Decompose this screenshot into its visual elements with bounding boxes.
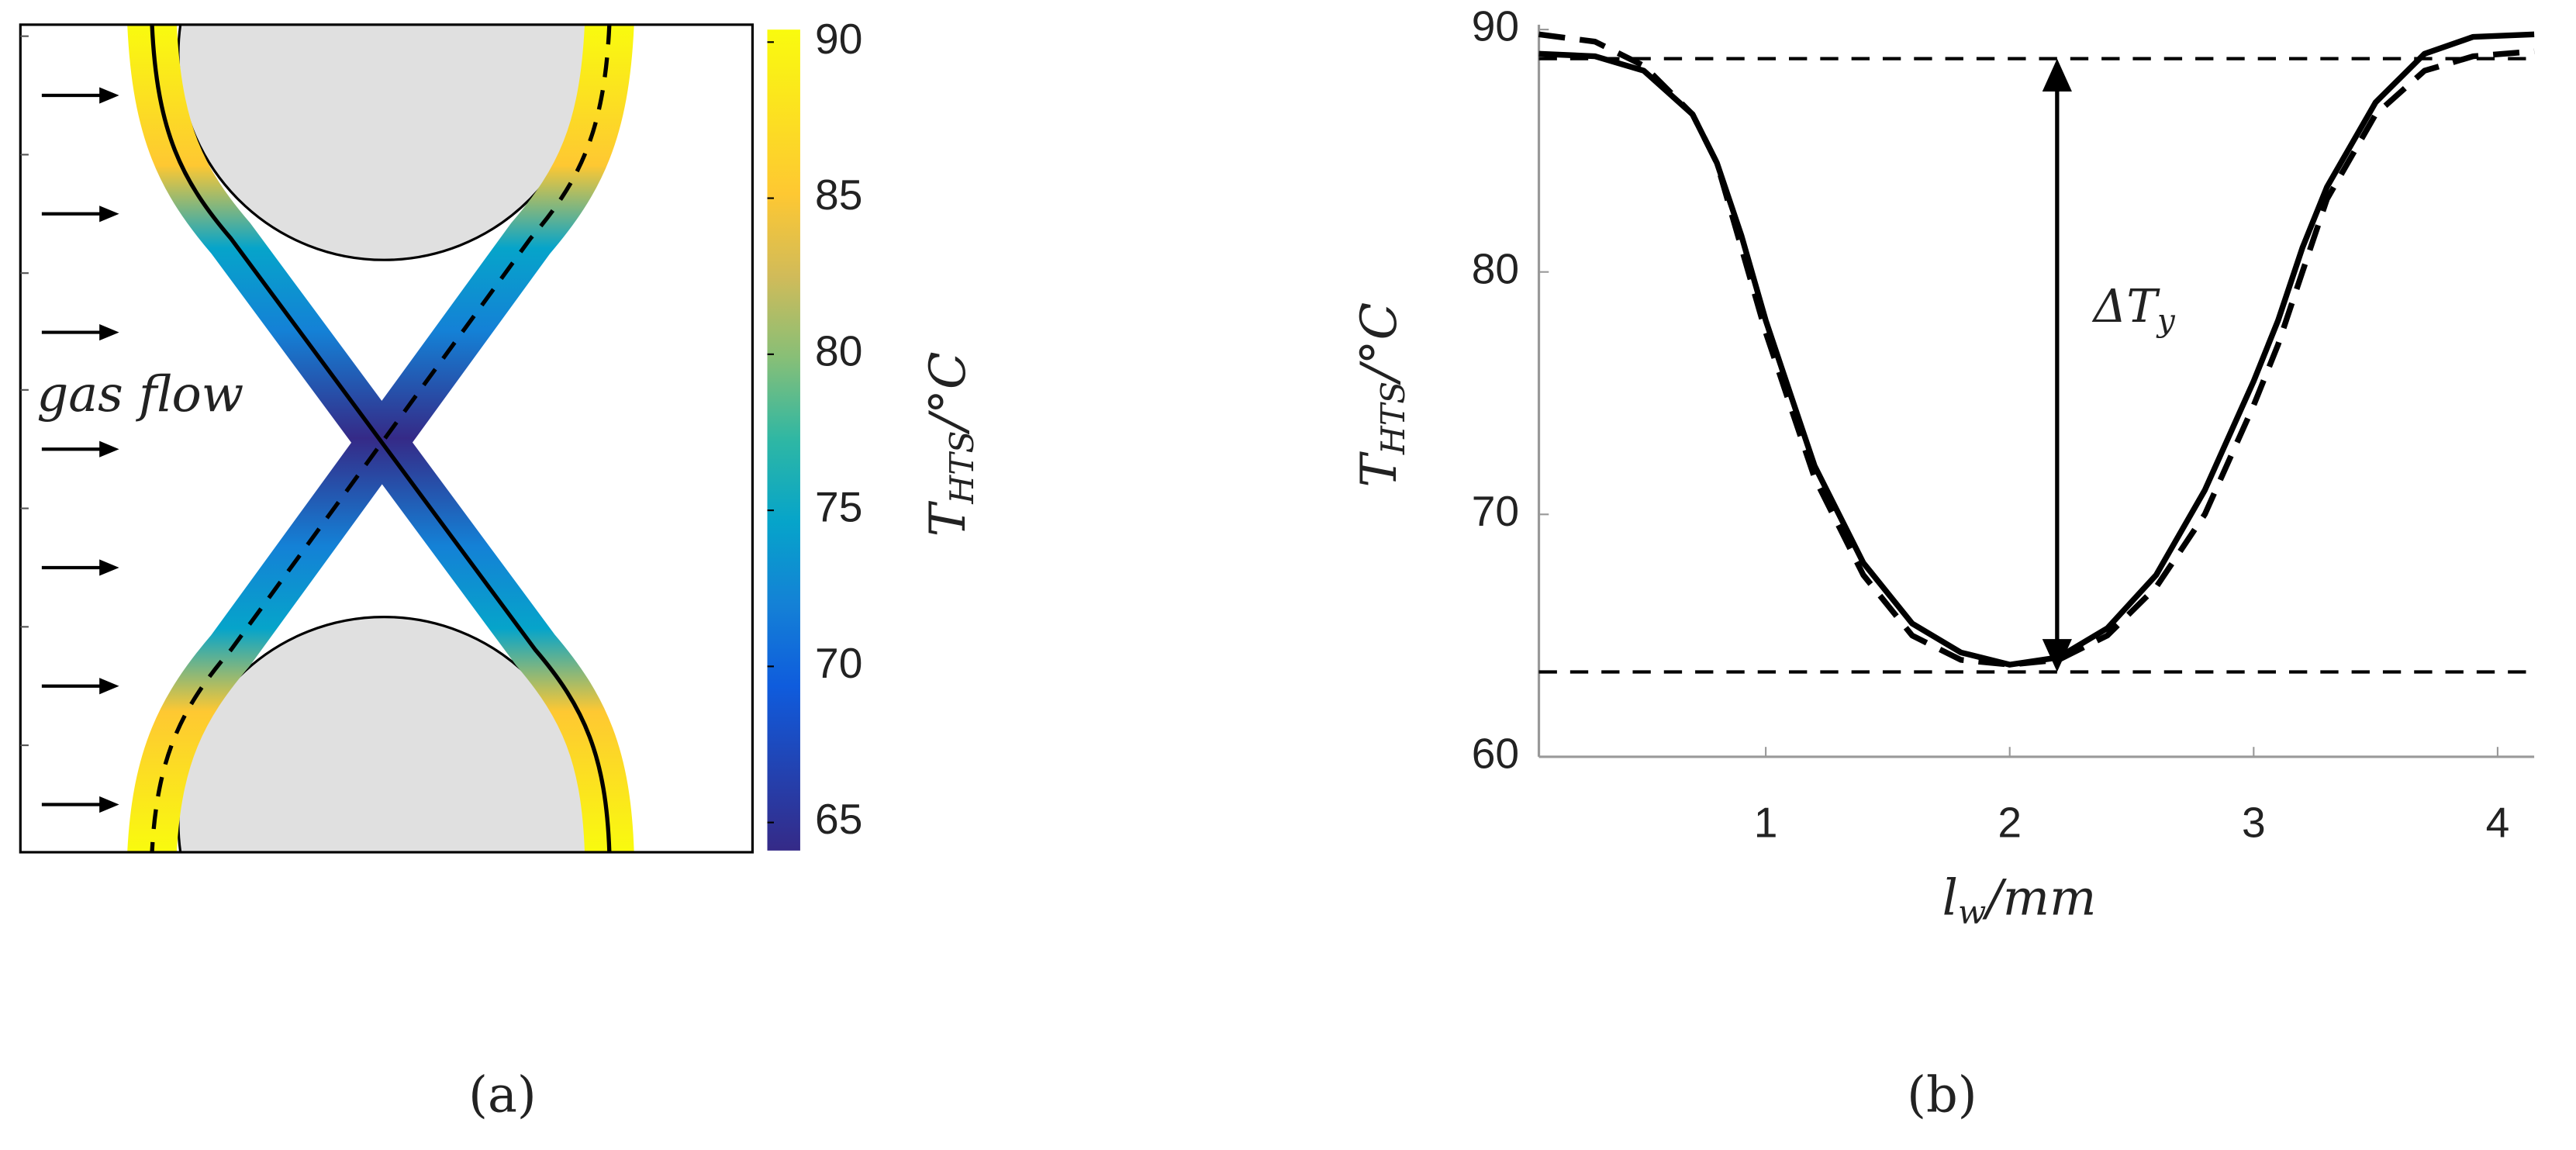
label-main: T — [920, 500, 977, 537]
wire-diagram — [127, 24, 634, 852]
line-chart: 60 70 80 90 1 2 3 4 — [1472, 2, 2535, 847]
label-sub: HTS — [944, 430, 982, 504]
flow-arrow-head — [99, 796, 119, 813]
annotation: ΔTy — [2092, 279, 2177, 338]
colorbar — [767, 29, 800, 851]
x-axis-label: lw/mm — [1942, 869, 2097, 931]
flow-arrow-head — [99, 87, 119, 104]
frame — [19, 23, 754, 854]
x-tick-label: 2 — [1998, 799, 2022, 847]
tape-centerline — [150, 24, 612, 852]
annotation-sub: y — [2156, 302, 2176, 338]
colorbar-tick-label: 65 — [815, 795, 862, 843]
y-tick-label: 60 — [1472, 730, 1519, 778]
annotation-main: ΔT — [2092, 279, 2161, 333]
caption: (b) — [1907, 1067, 1977, 1124]
label-rest: /°C — [1350, 302, 1407, 386]
flow-arrow-head — [99, 559, 119, 576]
colorbar-tick-label: 70 — [815, 639, 862, 687]
colorbar-tick-label: 75 — [815, 483, 862, 531]
flow-arrow-head — [99, 678, 119, 695]
colorbar-tick-label: 90 — [815, 15, 862, 63]
label-sub: HTS — [1375, 382, 1413, 455]
x-tick-label: 4 — [2486, 799, 2510, 847]
label-rest: /mm — [1981, 869, 2096, 927]
colorbar-tick-label: 80 — [815, 326, 862, 375]
annotation: gas flow — [37, 366, 244, 423]
y-tick-label: 80 — [1472, 244, 1519, 292]
label-main: T — [1350, 451, 1407, 488]
flow-arrow-head — [99, 323, 119, 341]
flow-arrows — [20, 35, 119, 813]
colorbar-tick-label: 85 — [815, 171, 862, 219]
x-tick-label: 1 — [1754, 799, 1778, 847]
caption: (a) — [468, 1067, 537, 1124]
flow-arrow-head — [99, 440, 119, 458]
x-tick-label: 3 — [2242, 799, 2266, 847]
series-line — [1538, 31, 2535, 668]
label-rest: /°C — [920, 351, 977, 435]
flow-arrow-head — [99, 205, 119, 223]
y-tick-label: 70 — [1472, 487, 1519, 535]
label-sub: w — [1958, 894, 1986, 932]
label-main: l — [1942, 869, 1958, 927]
y-tick-label: 90 — [1472, 2, 1519, 50]
y-axis-label: THTS/°C — [1350, 302, 1412, 488]
colorbar-label: THTS/°C — [920, 351, 982, 537]
series-line — [1538, 31, 2535, 668]
delta-arrow-head — [2042, 58, 2072, 92]
